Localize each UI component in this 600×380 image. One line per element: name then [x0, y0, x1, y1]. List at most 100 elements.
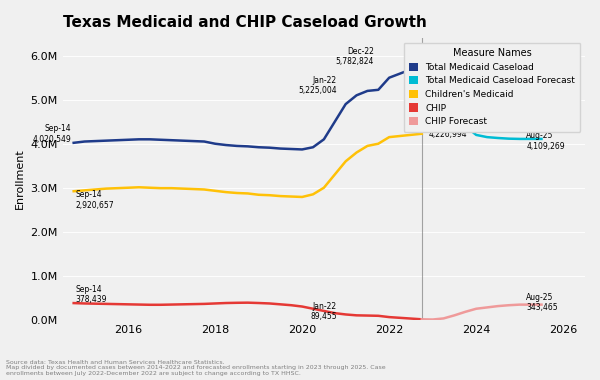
Total Medicaid Caseload Forecast — [484, 135, 491, 139]
Children's Medicaid — [386, 135, 393, 139]
Total Medicaid Caseload — [418, 63, 425, 68]
Children's Medicaid — [299, 195, 306, 199]
Line: Total Medicaid Caseload Forecast: Total Medicaid Caseload Forecast — [422, 65, 541, 139]
Children's Medicaid — [190, 187, 197, 191]
CHIP Forecast — [473, 306, 480, 311]
CHIP Forecast — [462, 310, 469, 314]
Children's Medicaid — [212, 188, 219, 193]
Children's Medicaid — [92, 187, 99, 192]
Total Medicaid Caseload Forecast — [462, 124, 469, 128]
CHIP Forecast — [484, 305, 491, 310]
CHIP — [364, 313, 371, 318]
Children's Medicaid — [233, 191, 241, 195]
CHIP — [212, 301, 219, 306]
Text: Sep-14
4,020,549: Sep-14 4,020,549 — [33, 124, 71, 144]
Total Medicaid Caseload Forecast — [418, 63, 425, 68]
CHIP Forecast — [505, 303, 512, 307]
Total Medicaid Caseload Forecast — [505, 136, 512, 141]
Total Medicaid Caseload — [179, 138, 186, 143]
Total Medicaid Caseload — [70, 141, 77, 145]
Children's Medicaid — [255, 193, 262, 197]
Text: Aug-25
4,109,269: Aug-25 4,109,269 — [526, 131, 565, 151]
CHIP — [255, 301, 262, 305]
Children's Medicaid — [353, 150, 360, 155]
Children's Medicaid — [342, 159, 349, 164]
CHIP — [299, 304, 306, 309]
Children's Medicaid — [179, 186, 186, 191]
Total Medicaid Caseload Forecast — [516, 137, 523, 141]
Total Medicaid Caseload — [320, 137, 328, 142]
Total Medicaid Caseload — [157, 138, 164, 142]
CHIP — [244, 300, 251, 305]
Text: Jan-22
89,455: Jan-22 89,455 — [310, 302, 337, 321]
Children's Medicaid — [81, 188, 88, 193]
Total Medicaid Caseload — [103, 138, 110, 143]
Children's Medicaid — [70, 189, 77, 193]
Total Medicaid Caseload — [146, 137, 154, 142]
Total Medicaid Caseload Forecast — [473, 133, 480, 137]
Total Medicaid Caseload — [223, 143, 230, 147]
Children's Medicaid — [146, 185, 154, 190]
Total Medicaid Caseload — [212, 141, 219, 146]
CHIP Forecast — [516, 302, 523, 307]
Total Medicaid Caseload — [277, 146, 284, 151]
Children's Medicaid — [331, 172, 338, 177]
Total Medicaid Caseload — [81, 139, 88, 144]
CHIP — [353, 313, 360, 318]
Total Medicaid Caseload — [331, 119, 338, 124]
Total Medicaid Caseload — [136, 137, 143, 142]
Total Medicaid Caseload — [92, 139, 99, 143]
CHIP Forecast — [418, 317, 425, 321]
Text: Dec-22
4,226,994: Dec-22 4,226,994 — [428, 120, 467, 139]
Legend: Total Medicaid Caseload, Total Medicaid Caseload Forecast, Children's Medicaid, : Total Medicaid Caseload, Total Medicaid … — [404, 43, 580, 132]
Total Medicaid Caseload Forecast — [429, 71, 436, 76]
CHIP — [342, 312, 349, 317]
CHIP Forecast — [494, 304, 502, 309]
Children's Medicaid — [157, 186, 164, 190]
CHIP — [146, 302, 154, 307]
CHIP — [374, 314, 382, 318]
Children's Medicaid — [200, 187, 208, 192]
Children's Medicaid — [168, 186, 175, 190]
Text: Aug-25
343,465: Aug-25 343,465 — [526, 293, 558, 312]
Line: CHIP: CHIP — [74, 302, 422, 319]
CHIP — [190, 302, 197, 306]
CHIP — [200, 302, 208, 306]
Total Medicaid Caseload — [266, 146, 273, 150]
Total Medicaid Caseload — [386, 76, 393, 80]
Children's Medicaid — [418, 131, 425, 136]
CHIP — [233, 301, 241, 305]
Total Medicaid Caseload Forecast — [451, 106, 458, 111]
Total Medicaid Caseload — [342, 102, 349, 106]
CHIP — [113, 302, 121, 306]
CHIP — [418, 317, 425, 321]
CHIP — [179, 302, 186, 307]
Line: Children's Medicaid: Children's Medicaid — [74, 134, 422, 197]
Y-axis label: Enrollment: Enrollment — [15, 149, 25, 209]
Children's Medicaid — [244, 191, 251, 196]
CHIP Forecast — [429, 317, 436, 322]
Children's Medicaid — [310, 192, 317, 196]
Total Medicaid Caseload Forecast — [494, 136, 502, 140]
CHIP — [310, 306, 317, 311]
Children's Medicaid — [103, 186, 110, 191]
Total Medicaid Caseload — [374, 87, 382, 92]
Text: Dec-22
5,782,824: Dec-22 5,782,824 — [335, 47, 374, 66]
CHIP — [386, 315, 393, 319]
Total Medicaid Caseload — [113, 138, 121, 142]
Total Medicaid Caseload Forecast — [538, 137, 545, 141]
Total Medicaid Caseload — [255, 145, 262, 149]
CHIP — [287, 303, 295, 307]
Children's Medicaid — [374, 141, 382, 146]
CHIP — [331, 311, 338, 315]
Children's Medicaid — [266, 193, 273, 198]
Children's Medicaid — [277, 194, 284, 198]
Total Medicaid Caseload — [233, 144, 241, 148]
Total Medicaid Caseload — [364, 89, 371, 93]
Line: CHIP Forecast: CHIP Forecast — [422, 305, 541, 320]
Children's Medicaid — [320, 185, 328, 190]
Text: Source data: Texas Health and Human Services Healthcare Statistics.
Map divided : Source data: Texas Health and Human Serv… — [6, 359, 386, 376]
CHIP Forecast — [538, 302, 545, 307]
Children's Medicaid — [223, 190, 230, 195]
CHIP — [266, 301, 273, 306]
